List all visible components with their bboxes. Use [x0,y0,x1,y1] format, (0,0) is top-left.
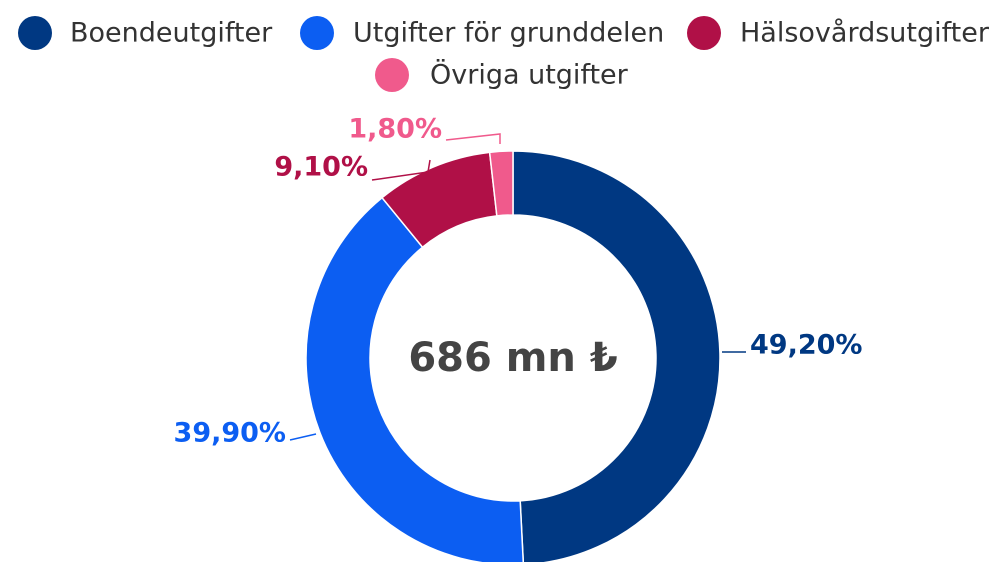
legend-swatch [300,16,334,50]
value-label: 1,80% [348,114,442,145]
value-label: 39,90% [174,418,286,449]
legend-swatch [18,16,52,50]
legend-label: Övriga utgifter [430,59,629,91]
value-label: 9,10% [274,152,368,183]
legend-label: Hälsovårdsutgifter [740,18,990,49]
legend-swatch [687,16,721,50]
legend-label: Utgifter för grunddelen [353,18,664,49]
value-label: 49,20% [750,330,862,361]
donut-slice [512,150,721,562]
leader-line [371,159,431,181]
donut-slice [305,196,525,562]
donut-slice [488,150,514,217]
legend-swatch [375,58,409,92]
leader-line [289,433,317,441]
center-label: 686 mn ₺ [408,335,617,381]
leader-line [445,133,501,144]
legend-label: Boendeutgifter [70,18,273,49]
